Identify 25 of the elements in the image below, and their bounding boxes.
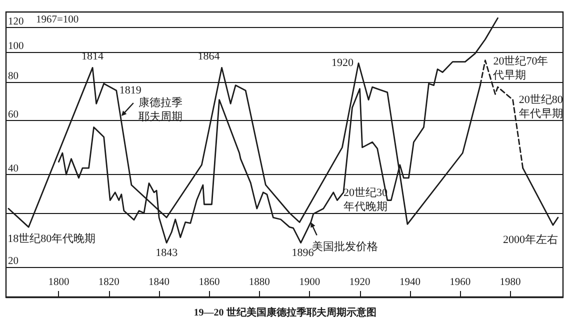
x-tick-label: 1820 — [98, 277, 120, 288]
y-tick-label: 80 — [8, 70, 18, 82]
x-tick-label: 1960 — [450, 277, 471, 288]
annotation: 2000年左右 — [502, 234, 558, 246]
y-tick-label: 60 — [8, 109, 18, 120]
x-tick-label: 1900 — [299, 277, 320, 288]
annotation: 1920 — [332, 57, 354, 70]
x-tick-label: 1980 — [500, 277, 521, 288]
annotation: 20世纪70年代早期 — [492, 54, 548, 82]
y-tick-label: 120 — [8, 16, 24, 28]
annotation: 18世纪80年代晚期 — [8, 232, 96, 246]
annotation: 1819 — [119, 84, 142, 97]
y-axis-title: 1967=100 — [36, 14, 79, 26]
x-tick-label: 1880 — [248, 277, 270, 288]
x-tick-label: 1800 — [48, 277, 70, 288]
y-tick-label: 40 — [8, 164, 18, 175]
annotation: 1843 — [156, 246, 178, 259]
x-tick-label: 1840 — [148, 277, 170, 288]
annotation: 20世纪80年代早期 — [518, 92, 564, 120]
y-tick-label: 100 — [8, 41, 24, 52]
text: 19—20 世纪美国康德拉季耶夫周期示意图 — [194, 306, 376, 318]
x-tick-label: 1940 — [399, 277, 420, 288]
x-tick-label: 1860 — [198, 277, 220, 288]
x-tick-label: 1920 — [349, 277, 370, 288]
y-tick-label: 20 — [8, 256, 18, 268]
